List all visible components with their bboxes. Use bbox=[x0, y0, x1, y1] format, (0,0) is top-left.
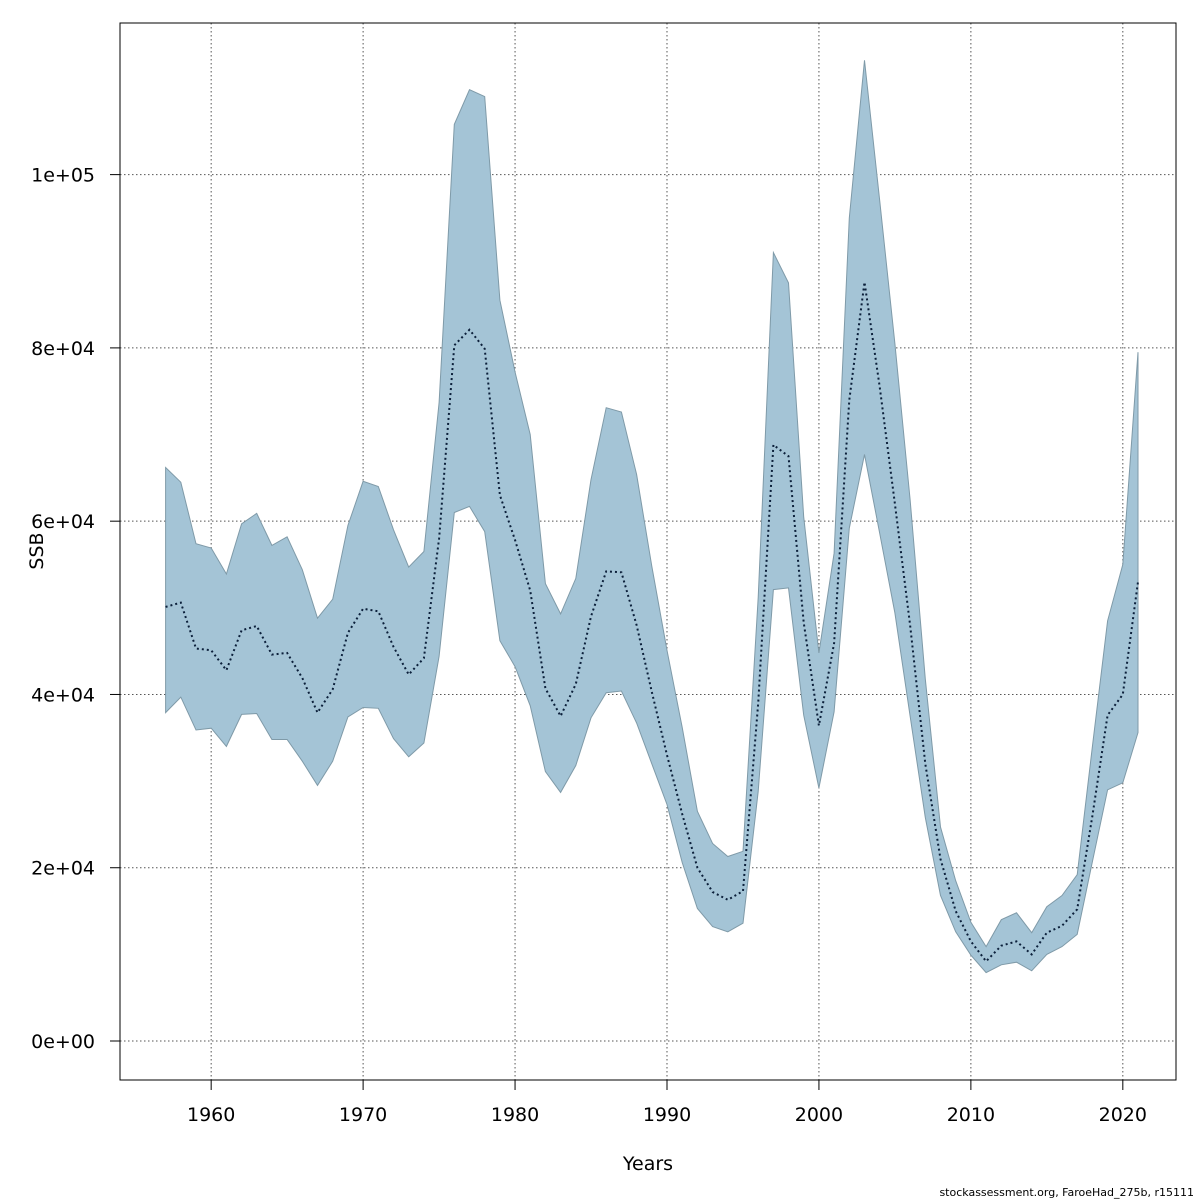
y-tick-label: 0e+00 bbox=[31, 1031, 95, 1053]
y-axis: 0e+00 2e+04 4e+04 6e+04 8e+04 1e+05 bbox=[31, 165, 120, 1053]
y-tick-label: 8e+04 bbox=[31, 338, 95, 360]
x-axis: 1960 1970 1980 1990 2000 2010 2020 bbox=[187, 1080, 1147, 1126]
ssb-estimate-line bbox=[165, 281, 1139, 963]
y-tick-label: 6e+04 bbox=[31, 511, 95, 533]
x-tick-label: 2010 bbox=[947, 1104, 995, 1126]
y-tick-label: 1e+05 bbox=[31, 165, 95, 187]
confidence-band bbox=[165, 60, 1139, 974]
x-tick-label: 1960 bbox=[187, 1104, 235, 1126]
x-tick-label: 2020 bbox=[1099, 1104, 1147, 1126]
y-tick-label: 2e+04 bbox=[31, 858, 95, 880]
y-axis-title: SSB bbox=[26, 532, 48, 569]
plot-frame bbox=[119, 22, 1177, 1081]
x-tick-label: 1990 bbox=[643, 1104, 691, 1126]
x-tick-label: 2000 bbox=[795, 1104, 843, 1126]
y-tick-label: 4e+04 bbox=[31, 684, 95, 706]
footer-note: stockassessment.org, FaroeHad_275b, r151… bbox=[939, 1186, 1194, 1199]
x-tick-label: 1980 bbox=[491, 1104, 539, 1126]
grid bbox=[120, 23, 1176, 1080]
x-tick-label: 1970 bbox=[339, 1104, 387, 1126]
x-axis-title: Years bbox=[622, 1153, 673, 1175]
